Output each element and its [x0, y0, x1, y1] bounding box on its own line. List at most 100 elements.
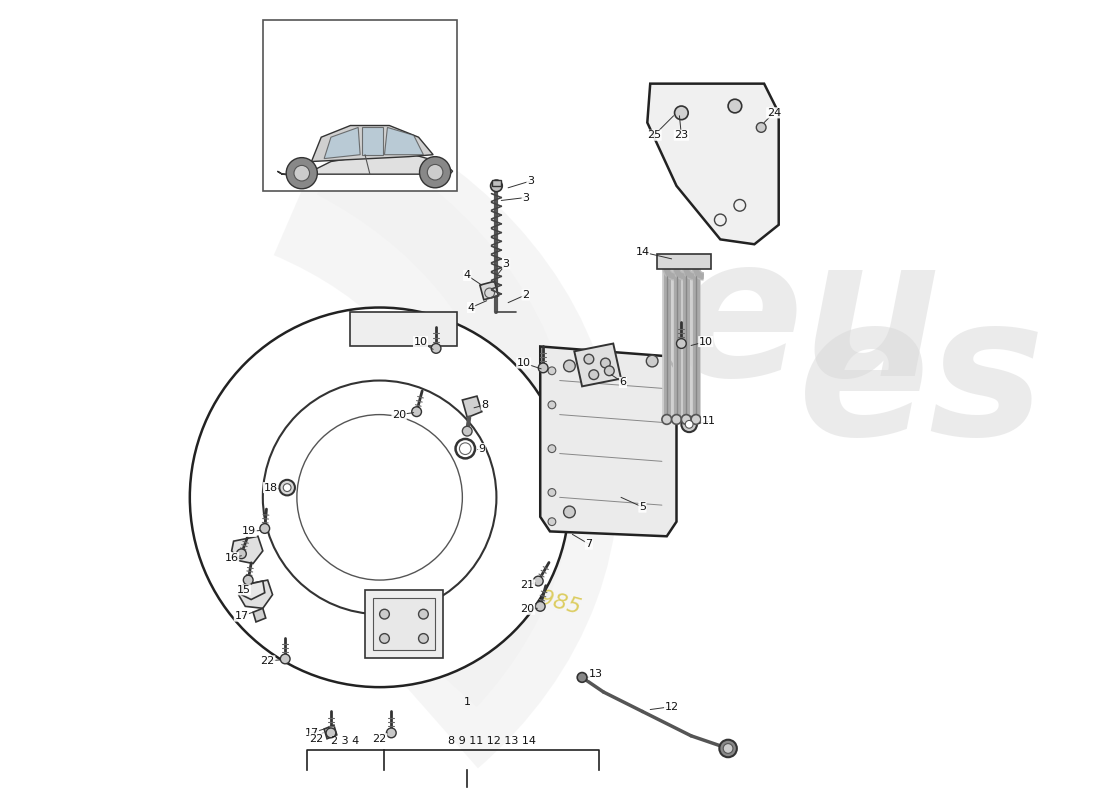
- Circle shape: [279, 480, 295, 495]
- Polygon shape: [647, 84, 779, 244]
- Text: 11: 11: [702, 417, 716, 426]
- Polygon shape: [373, 598, 436, 650]
- Polygon shape: [365, 590, 443, 658]
- Circle shape: [662, 414, 672, 424]
- Text: 2: 2: [522, 290, 529, 300]
- Circle shape: [548, 518, 556, 526]
- Circle shape: [427, 165, 443, 180]
- Polygon shape: [462, 396, 482, 418]
- Circle shape: [431, 343, 441, 354]
- Text: 22: 22: [373, 734, 387, 744]
- Circle shape: [386, 728, 396, 738]
- Polygon shape: [311, 126, 433, 162]
- Text: 9: 9: [478, 444, 485, 454]
- Circle shape: [605, 366, 614, 376]
- Circle shape: [584, 354, 594, 364]
- Circle shape: [588, 370, 598, 379]
- Text: 3: 3: [522, 193, 529, 202]
- Circle shape: [538, 363, 548, 373]
- Text: 4: 4: [468, 302, 475, 313]
- Circle shape: [260, 524, 270, 534]
- Polygon shape: [253, 608, 266, 622]
- Text: 13: 13: [588, 670, 603, 679]
- Text: 12: 12: [664, 702, 679, 712]
- Text: 24: 24: [767, 108, 781, 118]
- Circle shape: [728, 99, 741, 113]
- Text: 6: 6: [619, 378, 627, 387]
- Polygon shape: [362, 127, 383, 154]
- Circle shape: [674, 106, 689, 120]
- Circle shape: [284, 484, 292, 491]
- Circle shape: [548, 445, 556, 453]
- Text: 8 9 11 12 13 14: 8 9 11 12 13 14: [448, 736, 536, 746]
- Text: 17: 17: [305, 728, 319, 738]
- Circle shape: [190, 307, 570, 687]
- Text: 18: 18: [264, 482, 277, 493]
- Circle shape: [691, 414, 701, 424]
- Circle shape: [676, 338, 686, 349]
- Text: 20: 20: [520, 604, 535, 614]
- Polygon shape: [657, 254, 711, 269]
- Text: 17: 17: [234, 611, 249, 621]
- Text: 3: 3: [503, 258, 509, 269]
- Polygon shape: [540, 346, 676, 536]
- Circle shape: [419, 634, 428, 643]
- Polygon shape: [277, 154, 452, 176]
- Circle shape: [419, 610, 428, 619]
- Circle shape: [757, 122, 766, 132]
- Polygon shape: [385, 127, 424, 154]
- Text: eu: eu: [672, 228, 942, 416]
- Circle shape: [236, 549, 246, 558]
- Text: 14: 14: [636, 247, 649, 257]
- Polygon shape: [324, 725, 337, 738]
- Text: 25: 25: [647, 130, 661, 140]
- Circle shape: [411, 407, 421, 417]
- Circle shape: [548, 367, 556, 374]
- Text: 1: 1: [464, 697, 471, 706]
- Text: es: es: [799, 286, 1046, 474]
- Circle shape: [286, 158, 317, 189]
- Polygon shape: [324, 127, 360, 158]
- Text: 23: 23: [674, 130, 689, 140]
- Circle shape: [491, 180, 503, 192]
- Text: 20: 20: [392, 410, 406, 420]
- Text: a passion for parts since 1985: a passion for parts since 1985: [253, 512, 583, 618]
- Polygon shape: [574, 343, 622, 386]
- Text: 10: 10: [414, 337, 428, 346]
- Circle shape: [563, 360, 575, 372]
- Text: 22: 22: [309, 734, 323, 744]
- Polygon shape: [480, 282, 498, 300]
- Polygon shape: [241, 581, 265, 599]
- Circle shape: [719, 740, 737, 758]
- Text: 5: 5: [639, 502, 646, 512]
- Text: 7: 7: [585, 539, 593, 549]
- Circle shape: [578, 673, 587, 682]
- Circle shape: [419, 157, 451, 188]
- Polygon shape: [492, 180, 502, 186]
- Circle shape: [379, 634, 389, 643]
- Circle shape: [685, 421, 693, 428]
- Circle shape: [536, 602, 546, 611]
- Text: 22: 22: [261, 656, 275, 666]
- Circle shape: [263, 381, 496, 614]
- Text: 10: 10: [698, 337, 713, 346]
- Circle shape: [672, 414, 681, 424]
- Circle shape: [294, 166, 309, 181]
- Circle shape: [548, 489, 556, 496]
- Text: 15: 15: [236, 585, 251, 595]
- Polygon shape: [239, 580, 273, 608]
- Polygon shape: [232, 536, 263, 563]
- Circle shape: [243, 575, 253, 585]
- Text: 16: 16: [224, 553, 239, 562]
- Circle shape: [647, 355, 658, 367]
- Circle shape: [681, 414, 691, 424]
- Text: 8: 8: [481, 400, 488, 410]
- Polygon shape: [263, 20, 458, 190]
- Text: 19: 19: [242, 526, 256, 537]
- Text: 4: 4: [464, 270, 471, 281]
- Circle shape: [563, 506, 575, 518]
- Circle shape: [297, 414, 462, 580]
- Circle shape: [681, 417, 697, 432]
- Circle shape: [601, 358, 610, 368]
- Circle shape: [462, 426, 472, 436]
